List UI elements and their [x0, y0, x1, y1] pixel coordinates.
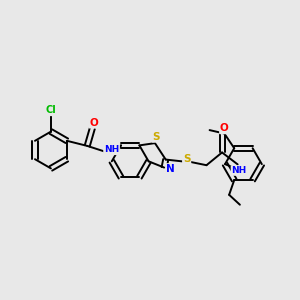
Text: O: O	[220, 123, 229, 134]
Text: S: S	[183, 154, 190, 164]
Text: NH: NH	[231, 166, 247, 175]
Text: NH: NH	[104, 146, 119, 154]
Text: Cl: Cl	[46, 105, 56, 116]
Text: S: S	[153, 132, 160, 142]
Text: N: N	[166, 164, 175, 174]
Text: O: O	[89, 118, 98, 128]
